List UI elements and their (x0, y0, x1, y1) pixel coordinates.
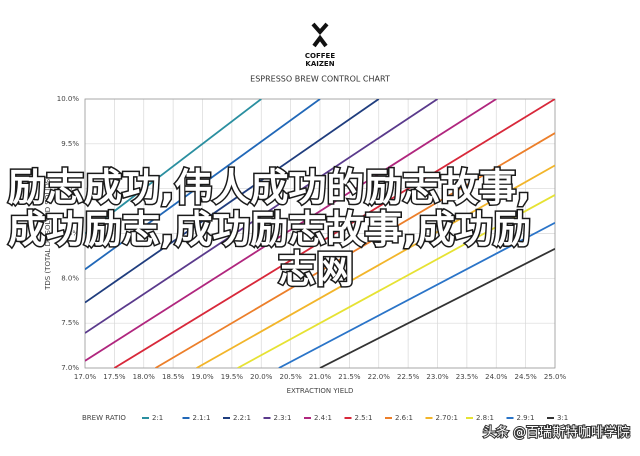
x-tick-label: 22.5% (397, 373, 420, 381)
series-line (85, 99, 321, 271)
overlay-text: 励志成功,伟人成功的励志故事, (8, 166, 531, 210)
legend-title: BREW RATIO (82, 414, 126, 422)
x-axis-title: EXTRACTION YIELD (287, 387, 354, 395)
x-tick-label: 23.5% (456, 373, 479, 381)
overlay-text: 志网 (278, 248, 354, 292)
x-tick-label: 19.0% (191, 373, 214, 381)
x-tick-label: 24.0% (485, 373, 508, 381)
legend-label: 2.8:1 (476, 414, 494, 422)
plot-area (85, 99, 555, 368)
logo-text: COFFEE (305, 52, 335, 60)
x-tick-label: 22.0% (368, 373, 391, 381)
series-line (85, 99, 438, 334)
series-line (196, 164, 555, 368)
series-line (278, 221, 555, 368)
y-tick-label: 8.0% (61, 274, 79, 282)
series-line (319, 247, 555, 368)
legend-label: 2:1 (152, 414, 163, 422)
y-tick-label: 9.0% (61, 185, 79, 193)
legend-label: 2.2:1 (233, 414, 251, 422)
series-line (85, 99, 380, 304)
y-tick-label: 8.5% (61, 230, 79, 238)
legend-label: 2.1:1 (193, 414, 211, 422)
y-tick-label: 10.0% (57, 95, 80, 103)
x-tick-label: 23.0% (426, 373, 449, 381)
y-tick-label: 7.0% (61, 364, 79, 372)
x-tick-label: 18.0% (133, 373, 156, 381)
legend-label: 2.6:1 (395, 414, 413, 422)
logo-text: KAIZEN (305, 60, 334, 68)
y-axis-title: TDS (TOTAL DISSOLVED SOLIDS) (44, 176, 52, 291)
series-line (237, 194, 555, 368)
legend-label: 2.4:1 (314, 414, 332, 422)
logo-mark (311, 22, 329, 48)
x-tick-label: 17.5% (103, 373, 126, 381)
overlay-text: 成功励志,成功励志故事,成功励 (8, 208, 531, 252)
x-tick-label: 18.5% (162, 373, 185, 381)
series-line (85, 99, 497, 362)
legend-label: 2.70:1 (436, 414, 458, 422)
x-tick-label: 25.0% (544, 373, 567, 381)
x-tick-label: 19.5% (221, 373, 244, 381)
legend-label: 2.5:1 (355, 414, 373, 422)
watermark: 头条 @百瑞斯特咖啡学院 (483, 425, 630, 441)
x-tick-label: 20.5% (280, 373, 303, 381)
x-tick-label: 21.0% (309, 373, 332, 381)
legend-label: 3:1 (557, 414, 568, 422)
legend-label: 2.3:1 (274, 414, 292, 422)
chart-title: ESPRESSO BREW CONTROL CHART (250, 75, 390, 84)
series-line (155, 132, 555, 368)
x-tick-label: 17.0% (74, 373, 97, 381)
y-tick-label: 9.5% (61, 140, 79, 148)
x-tick-label: 21.5% (338, 373, 361, 381)
series-line (113, 99, 555, 368)
y-tick-label: 7.5% (61, 319, 79, 327)
x-tick-label: 24.5% (515, 373, 538, 381)
series-line (85, 99, 262, 235)
legend-label: 2.9:1 (517, 414, 535, 422)
x-tick-label: 20.0% (250, 373, 273, 381)
